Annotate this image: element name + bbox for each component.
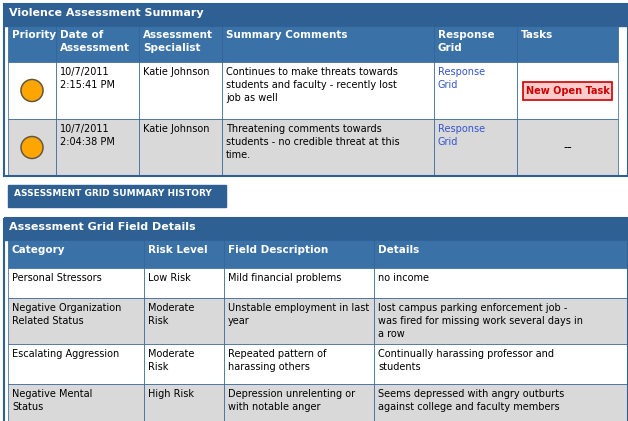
Text: Response
Grid: Response Grid bbox=[438, 67, 485, 90]
Text: Date of
Assessment: Date of Assessment bbox=[60, 30, 130, 53]
Bar bbox=[222, 119, 434, 176]
Bar bbox=[4, 4, 628, 176]
Bar bbox=[8, 62, 56, 119]
Bar bbox=[224, 384, 374, 421]
Bar bbox=[56, 62, 139, 119]
Bar bbox=[374, 384, 628, 421]
Text: Continues to make threats towards
students and faculty - recently lost
job as we: Continues to make threats towards studen… bbox=[226, 67, 398, 103]
Bar bbox=[4, 218, 628, 421]
Text: 10/7/2011
2:04:38 PM: 10/7/2011 2:04:38 PM bbox=[60, 124, 115, 147]
Text: Continually harassing professor and
students: Continually harassing professor and stud… bbox=[378, 349, 554, 372]
Text: Risk Level: Risk Level bbox=[148, 245, 208, 255]
Bar bbox=[139, 62, 222, 119]
Text: Mild financial problems: Mild financial problems bbox=[228, 273, 342, 283]
Text: Assessment Grid Field Details: Assessment Grid Field Details bbox=[9, 222, 196, 232]
Bar bbox=[374, 268, 628, 298]
Bar bbox=[374, 344, 628, 384]
Bar bbox=[222, 26, 434, 62]
Bar bbox=[224, 344, 374, 384]
Text: --: -- bbox=[563, 141, 572, 154]
Text: 10/7/2011
2:15:41 PM: 10/7/2011 2:15:41 PM bbox=[60, 67, 115, 90]
Bar bbox=[8, 119, 56, 176]
Text: Response
Grid: Response Grid bbox=[438, 30, 495, 53]
Bar bbox=[8, 298, 144, 344]
Text: Seems depressed with angry outburts
against college and faculty members: Seems depressed with angry outburts agai… bbox=[378, 389, 564, 412]
Text: Unstable employment in last
year: Unstable employment in last year bbox=[228, 303, 369, 326]
Text: Repeated pattern of
harassing others: Repeated pattern of harassing others bbox=[228, 349, 327, 372]
Bar bbox=[8, 185, 226, 207]
Bar bbox=[434, 119, 517, 176]
Bar bbox=[144, 344, 224, 384]
Bar bbox=[8, 268, 144, 298]
Text: New Open Task: New Open Task bbox=[526, 85, 609, 96]
Text: Moderate
Risk: Moderate Risk bbox=[148, 349, 195, 372]
Bar bbox=[517, 26, 618, 62]
Text: Tasks: Tasks bbox=[521, 30, 553, 40]
Text: High Risk: High Risk bbox=[148, 389, 194, 399]
Text: Personal Stressors: Personal Stressors bbox=[12, 273, 102, 283]
Bar bbox=[4, 4, 628, 26]
Bar bbox=[517, 62, 618, 119]
Text: Response
Grid: Response Grid bbox=[438, 124, 485, 147]
Bar bbox=[144, 268, 224, 298]
Bar bbox=[144, 298, 224, 344]
Bar bbox=[224, 240, 374, 268]
Bar bbox=[139, 119, 222, 176]
Text: Depression unrelenting or
with notable anger: Depression unrelenting or with notable a… bbox=[228, 389, 355, 412]
Bar bbox=[222, 62, 434, 119]
Text: Katie Johnson: Katie Johnson bbox=[143, 67, 210, 77]
Text: Field Description: Field Description bbox=[228, 245, 328, 255]
Text: Moderate
Risk: Moderate Risk bbox=[148, 303, 195, 326]
Text: ASSESSMENT GRID SUMMARY HISTORY: ASSESSMENT GRID SUMMARY HISTORY bbox=[14, 189, 212, 198]
Bar bbox=[56, 26, 139, 62]
Text: Assessment
Specialist: Assessment Specialist bbox=[143, 30, 213, 53]
Bar bbox=[144, 240, 224, 268]
Bar bbox=[517, 119, 618, 176]
Text: lost campus parking enforcement job -
was fired for missing work several days in: lost campus parking enforcement job - wa… bbox=[378, 303, 583, 338]
Bar bbox=[374, 298, 628, 344]
Bar bbox=[4, 218, 628, 240]
Circle shape bbox=[21, 80, 43, 101]
Bar bbox=[139, 26, 222, 62]
Bar bbox=[8, 344, 144, 384]
Bar bbox=[8, 240, 144, 268]
Bar bbox=[8, 26, 56, 62]
Text: Negative Organization
Related Status: Negative Organization Related Status bbox=[12, 303, 121, 326]
Text: Katie Johnson: Katie Johnson bbox=[143, 124, 210, 134]
Bar bbox=[144, 384, 224, 421]
Text: Priority: Priority bbox=[12, 30, 56, 40]
Text: Violence Assessment Summary: Violence Assessment Summary bbox=[9, 8, 203, 18]
Text: Negative Mental
Status: Negative Mental Status bbox=[12, 389, 92, 412]
Bar bbox=[374, 240, 628, 268]
Bar bbox=[523, 82, 612, 99]
Circle shape bbox=[21, 136, 43, 158]
Text: Low Risk: Low Risk bbox=[148, 273, 191, 283]
Bar bbox=[434, 62, 517, 119]
Text: no income: no income bbox=[378, 273, 429, 283]
Text: Category: Category bbox=[12, 245, 65, 255]
Text: Summary Comments: Summary Comments bbox=[226, 30, 347, 40]
Bar bbox=[434, 26, 517, 62]
Bar bbox=[8, 384, 144, 421]
Text: Details: Details bbox=[378, 245, 420, 255]
Bar bbox=[224, 268, 374, 298]
Bar bbox=[224, 298, 374, 344]
Bar bbox=[56, 119, 139, 176]
Text: Threatening comments towards
students - no credible threat at this
time.: Threatening comments towards students - … bbox=[226, 124, 399, 160]
Text: Escalating Aggression: Escalating Aggression bbox=[12, 349, 119, 359]
